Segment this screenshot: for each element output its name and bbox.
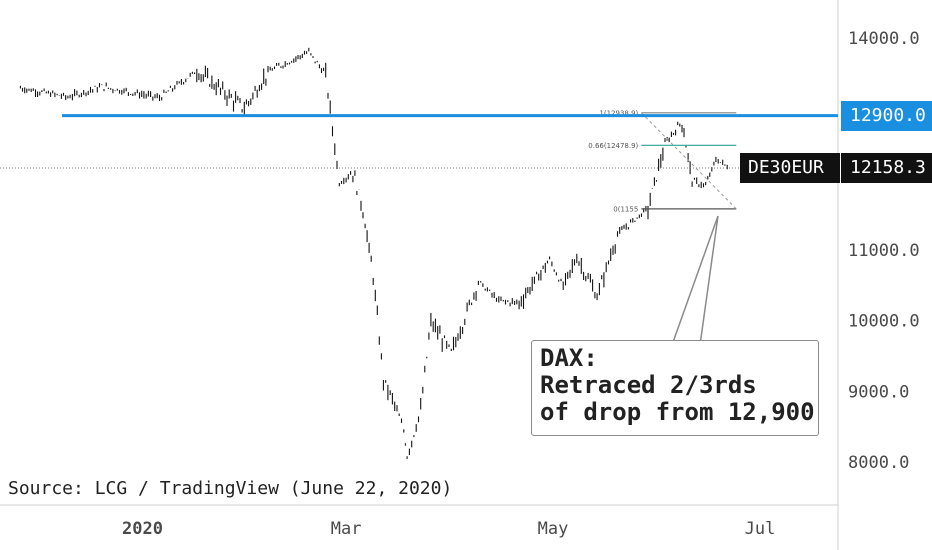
y-axis: 14000.0 11000.0 10000.0 9000.0 8000.0 bbox=[848, 29, 920, 473]
x-tick-label: Jul bbox=[745, 519, 776, 539]
fib-trend-line bbox=[640, 112, 737, 210]
annotation-line: DAX: bbox=[540, 344, 598, 372]
fib-level-label: 1(12938.9) bbox=[599, 109, 638, 117]
x-axis: 2020 Mar May Jul bbox=[122, 519, 775, 539]
symbol-tag: DE30EUR bbox=[740, 153, 840, 183]
fib-level-label: 0.66(12478.9) bbox=[588, 142, 638, 150]
level-price-tag: 12900.0 bbox=[841, 101, 932, 131]
annotation-line: Retraced 2/3rds bbox=[540, 371, 757, 399]
annotation-callout: DAX: Retraced 2/3rds of drop from 12,900 bbox=[531, 340, 819, 436]
y-tick-label: 8000.0 bbox=[848, 453, 909, 473]
fib-level-label: 0(1155 bbox=[613, 205, 638, 213]
fib-retracement[interactable]: 1(12938.9) 0.66(12478.9) 0(1155 bbox=[588, 109, 737, 213]
annotation-pointer bbox=[671, 215, 719, 346]
source-caption: Source: LCG / TradingView (June 22, 2020… bbox=[8, 478, 453, 499]
callout-pointer bbox=[671, 215, 719, 346]
x-tick-label: 2020 bbox=[122, 519, 163, 539]
chart-grid bbox=[0, 0, 839, 550]
annotation-line: of drop from 12,900 bbox=[540, 398, 815, 426]
price-series bbox=[0, 47, 838, 459]
x-tick-label: May bbox=[538, 519, 569, 539]
last-price-tag: 12158.3 bbox=[841, 153, 932, 183]
y-tick-label: 9000.0 bbox=[848, 382, 909, 402]
y-tick-label: 11000.0 bbox=[848, 241, 920, 261]
x-tick-label: Mar bbox=[331, 519, 362, 539]
y-tick-label: 10000.0 bbox=[848, 312, 920, 332]
y-tick-label: 14000.0 bbox=[848, 29, 920, 49]
